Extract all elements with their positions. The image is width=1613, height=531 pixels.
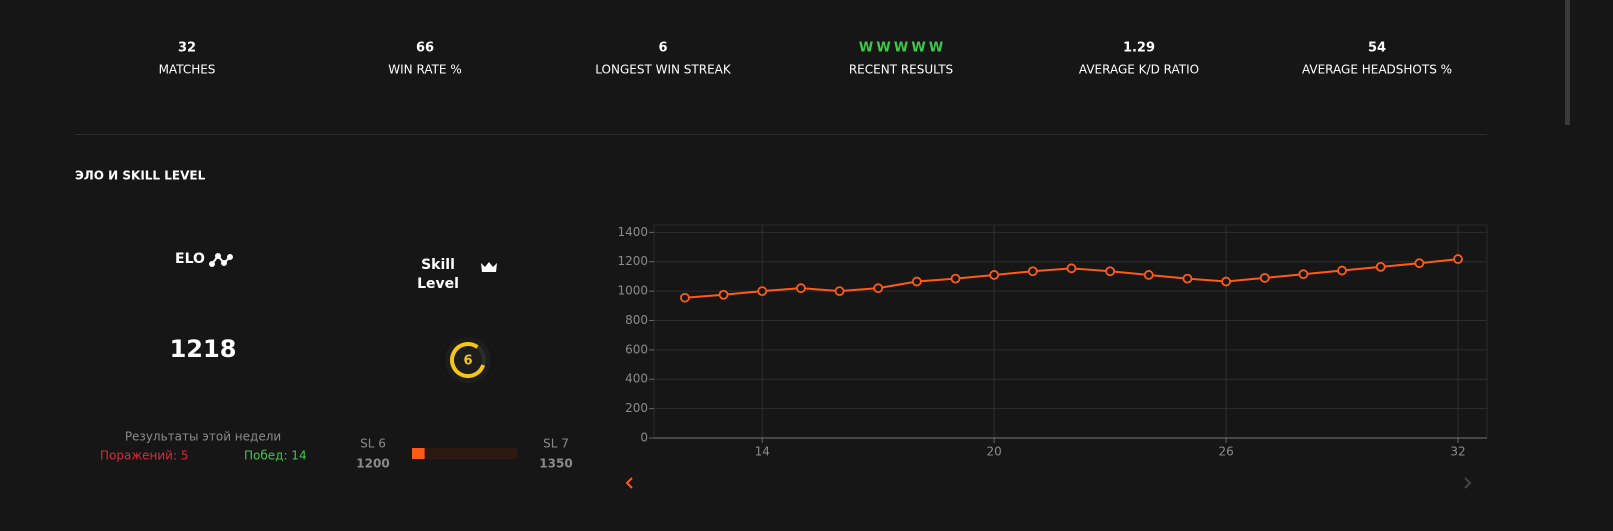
elo-label: ELO — [175, 251, 205, 267]
stat-value: 54 — [1368, 41, 1386, 56]
data-point — [834, 286, 845, 297]
data-point — [873, 283, 884, 294]
recent-result: W — [859, 41, 873, 56]
y-tick-label: 0 — [640, 431, 648, 445]
plot-frame — [653, 224, 1488, 439]
prev-button[interactable] — [625, 477, 633, 489]
data-point — [1375, 261, 1386, 272]
stat-value: 66 — [416, 41, 434, 56]
sl-to-label: SL 7 — [543, 437, 569, 451]
scrollbar[interactable] — [1565, 0, 1570, 125]
recent-result: W — [929, 41, 943, 56]
data-point — [1066, 263, 1077, 274]
data-point — [1414, 258, 1425, 269]
data-point — [757, 286, 768, 297]
data-point — [1182, 273, 1193, 284]
y-tick-label: 1400 — [617, 225, 648, 239]
y-tick-label: 200 — [625, 401, 648, 415]
data-point — [911, 276, 922, 287]
stat-value: 1.29 — [1123, 41, 1155, 56]
data-point — [795, 283, 806, 294]
x-tick-label: 26 — [1218, 445, 1233, 459]
progress-track — [412, 448, 517, 459]
crown-icon — [481, 262, 497, 272]
data-point — [1221, 276, 1231, 287]
recent-result: W — [911, 41, 925, 56]
y-tick-label: 1000 — [617, 284, 648, 298]
week-title: Результаты этой недели — [125, 430, 281, 444]
data-point — [1298, 269, 1309, 280]
skill-level: 6 — [463, 354, 472, 369]
stat-label: AVERAGE HEADSHOTS % — [1302, 63, 1452, 77]
section-title: ЭЛО И SKILL LEVEL — [75, 169, 206, 183]
stat-label: LONGEST WIN STREAK — [595, 63, 732, 77]
data-point — [1105, 266, 1116, 277]
data-point — [718, 289, 729, 300]
stat-label: AVERAGE K/D RATIO — [1079, 63, 1199, 77]
data-point — [950, 273, 961, 284]
x-tick-label: 32 — [1450, 445, 1465, 459]
x-tick-label: 20 — [987, 445, 1002, 459]
stat-label: MATCHES — [159, 63, 216, 77]
sl-to-value: 1350 — [539, 457, 572, 471]
data-point — [1337, 265, 1347, 276]
y-tick-label: 1200 — [617, 254, 648, 268]
progress-fill — [412, 448, 425, 459]
y-tick-label: 800 — [625, 313, 648, 327]
data-point — [1259, 272, 1270, 283]
data-point — [989, 270, 1000, 280]
week-losses: Поражений: 5 — [100, 449, 188, 463]
skill-label: Skill Level — [417, 257, 459, 292]
next-button[interactable] — [1464, 477, 1472, 489]
recent-result: W — [894, 41, 908, 56]
stat-value: 6 — [658, 41, 667, 56]
sl-from-value: 1200 — [356, 457, 389, 471]
sl-from-label: SL 6 — [360, 437, 386, 451]
data-point — [680, 292, 690, 303]
data-point — [1143, 270, 1154, 280]
elo-value: 1218 — [170, 335, 237, 363]
x-tick-label: 14 — [755, 445, 770, 459]
y-tick-label: 400 — [625, 372, 648, 386]
stat-label: RECENT RESULTS — [849, 63, 953, 77]
recent-result: W — [876, 41, 890, 56]
elo-icon — [209, 253, 233, 267]
week-wins: Побед: 14 — [244, 449, 307, 463]
y-tick-label: 600 — [625, 342, 648, 356]
skill-arc — [449, 342, 486, 379]
stat-value: 32 — [178, 41, 196, 56]
data-point — [1027, 266, 1038, 277]
stat-label: WIN RATE % — [388, 63, 461, 77]
data-point — [1453, 254, 1463, 264]
